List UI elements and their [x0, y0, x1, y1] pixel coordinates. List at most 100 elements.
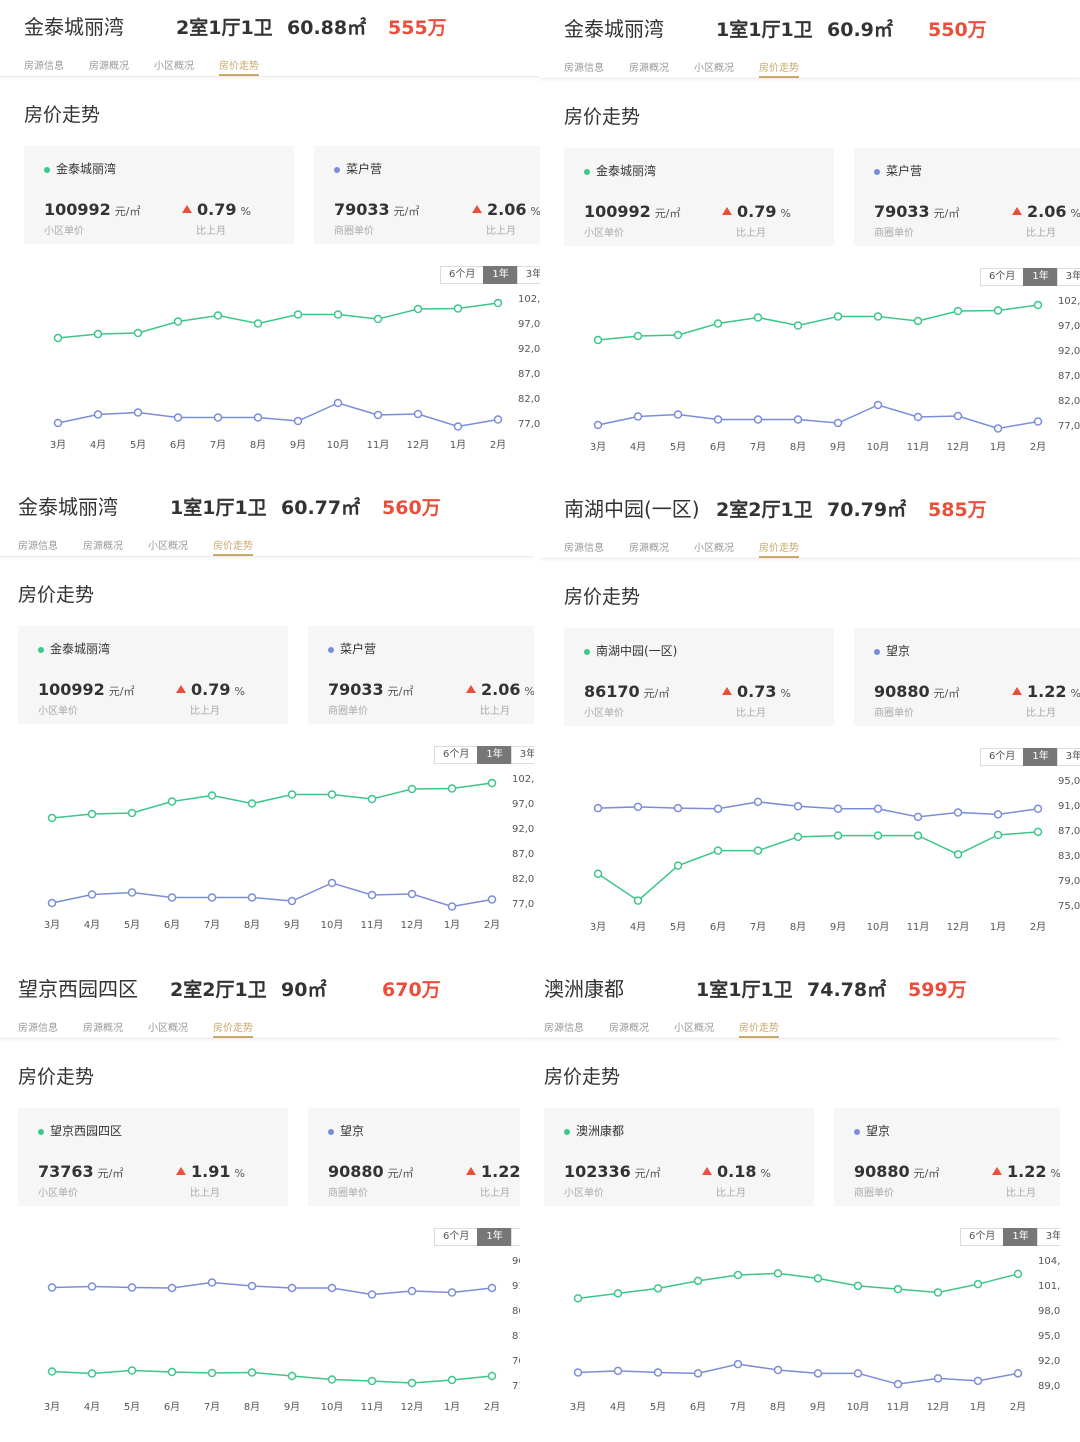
tab-overview[interactable]: 房源概况: [83, 1023, 123, 1034]
tab-trend[interactable]: 房价走势: [219, 57, 259, 76]
data-point: [87, 809, 97, 819]
listing-header: 金泰城丽湾 2室1厅1卫 60.88㎡ 555万 房源信息 房源概况 小区概况 房价走势: [0, 0, 540, 77]
tab-community[interactable]: 小区概况: [674, 1023, 714, 1034]
series-line: [51, 882, 493, 908]
unit-price-value: 73763: [38, 1162, 94, 1181]
unit-price: 90880 元/㎡: [874, 682, 959, 701]
data-point: [673, 410, 683, 419]
total-price: 560万: [382, 497, 441, 519]
tab-community[interactable]: 小区概况: [148, 1023, 188, 1034]
listing-header: 澳洲康都 1室1厅1卫 74.78㎡ 599万 房源信息 房源概况 小区概况 房价走势: [520, 962, 1060, 1039]
card-title: 菜户营: [328, 640, 376, 657]
card-title: 金泰城丽湾: [38, 640, 110, 657]
tab-trend[interactable]: 房价走势: [739, 1019, 779, 1038]
data-point: [367, 890, 377, 900]
tab-trend[interactable]: 房价走势: [759, 539, 799, 558]
tab-info[interactable]: 房源信息: [564, 63, 604, 74]
card-name: 金泰城丽湾: [596, 164, 657, 178]
tab-overview[interactable]: 房源概况: [83, 541, 123, 552]
tab-community[interactable]: 小区概况: [148, 541, 188, 552]
data-point: [367, 794, 377, 804]
data-point: [833, 312, 843, 321]
detail-tabs: 房源信息 房源概况 小区概况 房价走势: [18, 534, 278, 556]
change-percent: 2.06%: [466, 680, 534, 699]
x-tick-label: 7月: [750, 921, 766, 933]
data-point: [127, 1283, 137, 1292]
change-label: 比上月: [190, 1188, 220, 1199]
data-point: [693, 1369, 703, 1378]
card-name: 金泰城丽湾: [50, 642, 111, 656]
range-tab-1y[interactable]: 1年: [477, 1228, 512, 1246]
data-point: [713, 319, 723, 328]
listing-header: 南湖中园(一区) 2室2厅1卫 70.79㎡ 585万 房源信息 房源概况 小区概况 房价走势: [540, 482, 1080, 559]
x-tick-label: 6月: [170, 439, 186, 451]
range-tab-6m[interactable]: 6个月: [434, 746, 479, 764]
tab-trend[interactable]: 房价走势: [213, 1019, 253, 1038]
detail-tabs: 房源信息 房源概况 小区概况 房价走势: [18, 1016, 278, 1038]
x-tick-label: 7月: [750, 441, 766, 453]
tab-info[interactable]: 房源信息: [544, 1023, 584, 1034]
data-point: [247, 893, 257, 902]
total-price: 670万: [382, 979, 441, 1001]
data-point: [673, 803, 683, 813]
listing-panel: 澳洲康都 1室1厅1卫 74.78㎡ 599万 房源信息 房源概况 小区概况 房价走势 房价走势…: [520, 962, 1060, 1442]
unit-price-value: 90880: [874, 682, 930, 701]
data-point: [487, 1283, 497, 1293]
tab-info[interactable]: 房源信息: [564, 543, 604, 554]
range-tab-6m[interactable]: 6个月: [960, 1228, 1005, 1246]
data-point: [53, 333, 63, 343]
data-point: [713, 846, 723, 855]
range-tab-6m[interactable]: 6个月: [980, 748, 1025, 766]
community-name: 澳洲康都: [544, 977, 624, 1001]
y-tick-label: 95,000元: [1058, 776, 1080, 787]
tab-community[interactable]: 小区概况: [694, 543, 734, 554]
tab-overview[interactable]: 房源概况: [629, 543, 669, 554]
tab-overview[interactable]: 房源概况: [609, 1023, 649, 1034]
range-tab-3y[interactable]: 3年: [1056, 268, 1080, 286]
range-tab-1y[interactable]: 1年: [1023, 268, 1058, 286]
community-name: 望京西园四区: [18, 977, 138, 1001]
data-point: [593, 335, 603, 345]
tab-info[interactable]: 房源信息: [24, 61, 64, 72]
data-point: [573, 1368, 583, 1377]
tab-info[interactable]: 房源信息: [18, 541, 58, 552]
percent-unit: %: [780, 207, 791, 220]
tab-trend[interactable]: 房价走势: [213, 537, 253, 556]
tab-community[interactable]: 小区概况: [154, 61, 194, 72]
data-point: [127, 808, 137, 818]
range-tab-6m[interactable]: 6个月: [440, 266, 485, 284]
range-tab-3y[interactable]: 3年: [516, 266, 540, 284]
data-point: [453, 304, 463, 313]
range-tab-1y[interactable]: 1年: [1003, 1228, 1038, 1246]
change-label: 比上月: [716, 1188, 746, 1199]
data-point: [247, 799, 257, 808]
unit-price-unit: 元/㎡: [643, 687, 670, 700]
tab-info[interactable]: 房源信息: [18, 1023, 58, 1034]
range-tab-3y[interactable]: 3年: [1056, 748, 1080, 766]
tab-overview[interactable]: 房源概况: [629, 63, 669, 74]
tab-trend[interactable]: 房价走势: [759, 59, 799, 78]
range-tab-1y[interactable]: 1年: [483, 266, 518, 284]
range-tab-6m[interactable]: 6个月: [980, 268, 1025, 286]
range-tab-3y[interactable]: 3年: [1036, 1228, 1060, 1246]
x-tick-label: 1月: [444, 1401, 460, 1413]
tab-community[interactable]: 小区概况: [694, 63, 734, 74]
x-tick-label: 8月: [790, 921, 806, 933]
triangle-up-icon: [466, 1167, 476, 1175]
y-tick-label: 97,000: [512, 799, 534, 810]
x-tick-label: 9月: [830, 441, 846, 453]
data-point: [913, 831, 923, 840]
unit-price-label: 商圈单价: [854, 1188, 894, 1199]
y-tick-label: 97,000: [1058, 321, 1080, 332]
range-tab-3y[interactable]: 3年: [510, 746, 534, 764]
y-tick-label: 87,000: [518, 369, 540, 380]
data-point: [693, 1276, 703, 1286]
data-point: [753, 797, 763, 807]
tab-overview[interactable]: 房源概况: [89, 61, 129, 72]
range-tab-6m[interactable]: 6个月: [434, 1228, 479, 1246]
data-point: [913, 812, 923, 822]
change-label: 比上月: [1006, 1188, 1036, 1199]
range-tab-1y[interactable]: 1年: [1023, 748, 1058, 766]
range-tab-1y[interactable]: 1年: [477, 746, 512, 764]
